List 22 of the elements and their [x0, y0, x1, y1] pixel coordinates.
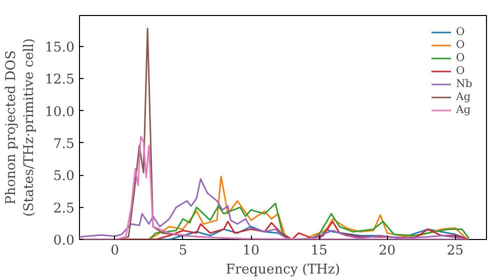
legend-label: Nb — [456, 77, 474, 90]
y-tick-label: 2.5 — [53, 201, 75, 216]
legend-label: Ag — [456, 90, 472, 103]
y-tick-label: 10.0 — [44, 104, 75, 120]
y-axis-title: Phonon projected DOS (States/THz·primitive cell) — [4, 38, 37, 217]
x-tick-label: 15 — [310, 244, 328, 258]
legend-label: O — [456, 38, 466, 51]
x-tick-label: 10 — [242, 244, 260, 258]
y-tick-label: 12.5 — [44, 72, 75, 88]
y-tick-label: 7.5 — [53, 136, 75, 152]
y-tick-label: 5.0 — [53, 169, 75, 184]
legend-label: O — [456, 51, 466, 64]
x-tick-label: 20 — [378, 244, 396, 258]
x-axis-title: Frequency (THz) — [226, 262, 340, 278]
x-tick-label: 5 — [178, 244, 188, 258]
legend-label: O — [456, 64, 466, 77]
y-tick-label: 15.0 — [44, 40, 75, 56]
legend-label: Ag — [456, 103, 472, 116]
legend-label: O — [456, 25, 466, 38]
x-tick-label: 0 — [110, 244, 120, 258]
x-tick-label: 25 — [446, 244, 464, 258]
y-tick-label: 0.0 — [53, 234, 75, 248]
